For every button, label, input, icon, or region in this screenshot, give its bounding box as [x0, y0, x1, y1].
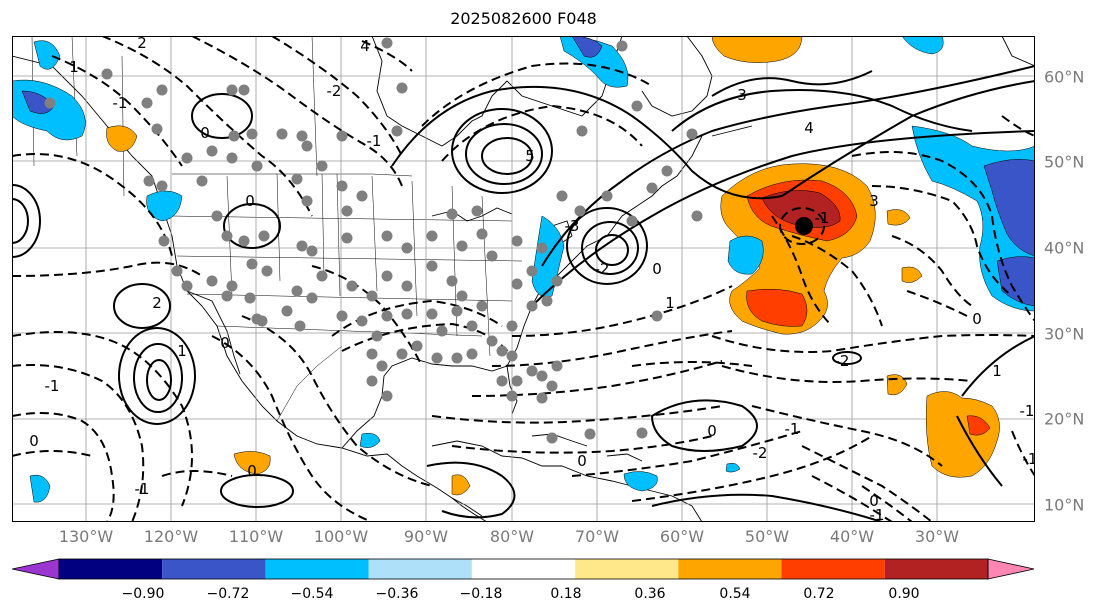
colorbar [12, 558, 1035, 580]
contour-label: -2 [327, 82, 342, 100]
solid-contours [12, 65, 1035, 522]
lat-label: 30°N [1044, 324, 1085, 344]
lat-label: 50°N [1044, 152, 1085, 172]
contour-label: 0 [220, 334, 230, 352]
contour-label: 1 [177, 342, 187, 360]
colorbar-segment [884, 559, 988, 579]
contour-label: 0 [869, 492, 879, 510]
colorbar-segment [678, 559, 782, 579]
colorbar-tick-label: −0.72 [206, 586, 250, 602]
lon-label: 60°W [659, 527, 705, 546]
lat-label: 10°N [1044, 495, 1085, 515]
lon-label: 100°W [313, 527, 369, 546]
contour-label: -1 [815, 209, 830, 227]
weather-map: 2 1 0 -1 4 3 5 0 -1 -2 -3 2 1 0 0 -1 -2 … [12, 36, 1035, 522]
colorbar-segment [781, 559, 885, 579]
contour-label: -1 [45, 377, 60, 395]
contour-label: 2 [152, 294, 162, 312]
contour-label: -1 [1023, 450, 1035, 468]
contour-label: 0 [652, 260, 662, 278]
contour-label: 0 [707, 422, 717, 440]
dashed-contours [12, 36, 1035, 522]
colorbar-tick-label: −0.54 [290, 586, 334, 602]
lat-label: 40°N [1044, 238, 1085, 258]
colorbar-tick-label: 0.18 [550, 586, 582, 602]
colorbar-segment [59, 559, 163, 579]
contour-label: 3 [869, 192, 879, 210]
coastline-layer [12, 36, 1035, 522]
colorbar-tick-label: 0.90 [888, 586, 920, 602]
map-background [12, 36, 1035, 522]
lon-label: 120°W [143, 527, 199, 546]
colorbar-segment [265, 559, 369, 579]
lon-label: 40°W [829, 527, 875, 546]
contour-label: 0 [577, 452, 587, 470]
contour-label: 1 [665, 294, 675, 312]
colorbar-tick-label: 0.54 [719, 586, 751, 602]
contour-label: -2 [835, 352, 850, 370]
contour-label: 0 [29, 432, 39, 450]
contour-label: 0 [245, 192, 255, 210]
contour-label: 0 [972, 310, 982, 328]
contour-label: -1 [135, 480, 150, 498]
contour-label: -2 [595, 260, 610, 278]
lon-label: 70°W [574, 527, 620, 546]
station-markers [44, 37, 703, 444]
colorbar-tick-label: 0.72 [803, 586, 835, 602]
contour-label: 1 [69, 58, 79, 76]
contour-label: -3 [565, 217, 580, 235]
contour-label: -1 [870, 506, 885, 522]
colorbar-segment [162, 559, 266, 579]
contour-label: -1 [113, 94, 128, 112]
storm-center-marker [795, 217, 813, 235]
colorbar-tick-label: −0.18 [459, 586, 503, 602]
contour-label: 1 [992, 362, 1002, 380]
colorbar-extend-low [12, 558, 60, 580]
lon-label: 80°W [489, 527, 535, 546]
colorbar-frame [58, 558, 989, 580]
contour-label: 4 [360, 37, 370, 55]
contour-label: -1 [367, 132, 382, 150]
contour-label: 4 [804, 119, 814, 137]
contour-label: 0 [200, 124, 210, 142]
lon-label: 110°W [228, 527, 284, 546]
contour-labels: 2 1 0 -1 4 3 5 0 -1 -2 -3 2 1 0 0 -1 -2 … [29, 36, 1035, 522]
colorbar-segment [368, 559, 472, 579]
map-frame [12, 36, 1035, 522]
colorbar-tick-label: 0.36 [634, 586, 666, 602]
colorbar-tick-label: −0.36 [375, 586, 419, 602]
contour-label: -1 [1020, 402, 1035, 420]
contour-label: 2 [137, 36, 147, 52]
lon-label: 90°W [403, 527, 449, 546]
lat-label: 60°N [1044, 67, 1085, 87]
shaded-fields [12, 36, 1035, 503]
lon-label: 50°W [744, 527, 790, 546]
colorbar-tick-label: −0.90 [121, 586, 165, 602]
contour-label: 3 [737, 86, 747, 104]
contour-label: 0 [247, 462, 257, 480]
colorbar-extend-high [987, 558, 1035, 580]
lon-label: 130°W [58, 527, 114, 546]
colorbar-segment [471, 559, 576, 579]
gridlines [12, 36, 1035, 522]
contour-label: 5 [525, 147, 535, 165]
colorbar-segment [575, 559, 679, 579]
lat-label: 20°N [1044, 409, 1085, 429]
lon-label: 30°W [914, 527, 960, 546]
chart-title: 2025082600 F048 [450, 9, 597, 28]
contour-label: -1 [785, 420, 800, 438]
contour-label: -2 [753, 444, 768, 462]
